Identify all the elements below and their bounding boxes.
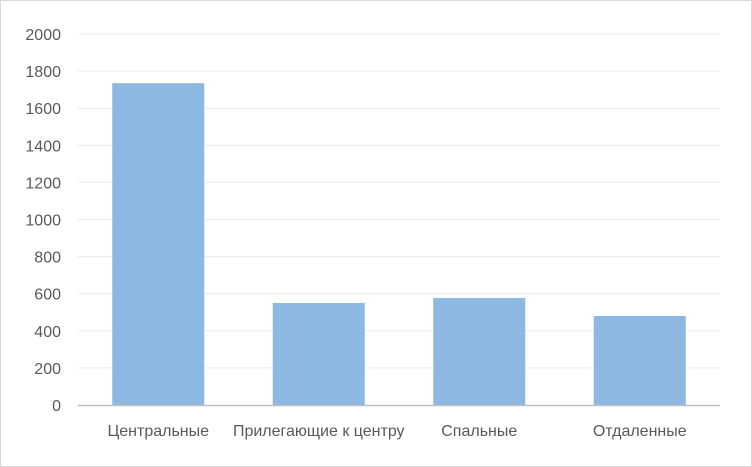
bar	[272, 302, 365, 405]
y-tick-label: 0	[52, 398, 61, 415]
x-axis-category-labels: Центральные Прилегающие к центру Спальные О…	[107, 423, 686, 440]
x-category-label: Центральные	[107, 423, 209, 440]
y-tick-label: 1800	[25, 64, 61, 81]
y-axis-tick-labels: 0 200 400 600 800 1000 1200 1400 1600 1800 2000	[25, 27, 61, 415]
y-tick-label: 200	[34, 361, 61, 378]
bar	[433, 297, 526, 405]
bars	[112, 83, 686, 405]
bar	[593, 315, 686, 405]
y-tick-label: 600	[34, 287, 61, 304]
y-tick-label: 2000	[25, 27, 61, 44]
y-tick-label: 1600	[25, 101, 61, 118]
y-tick-label: 400	[34, 324, 61, 341]
bar	[112, 83, 205, 405]
y-tick-label: 800	[34, 250, 61, 267]
x-category-label: Отдаленные	[593, 423, 687, 440]
x-category-label: Спальные	[441, 423, 517, 440]
y-tick-label: 1200	[25, 175, 61, 192]
y-tick-label: 1000	[25, 213, 61, 230]
x-category-label: Прилегающие к центру	[233, 423, 405, 440]
y-tick-label: 1400	[25, 138, 61, 155]
